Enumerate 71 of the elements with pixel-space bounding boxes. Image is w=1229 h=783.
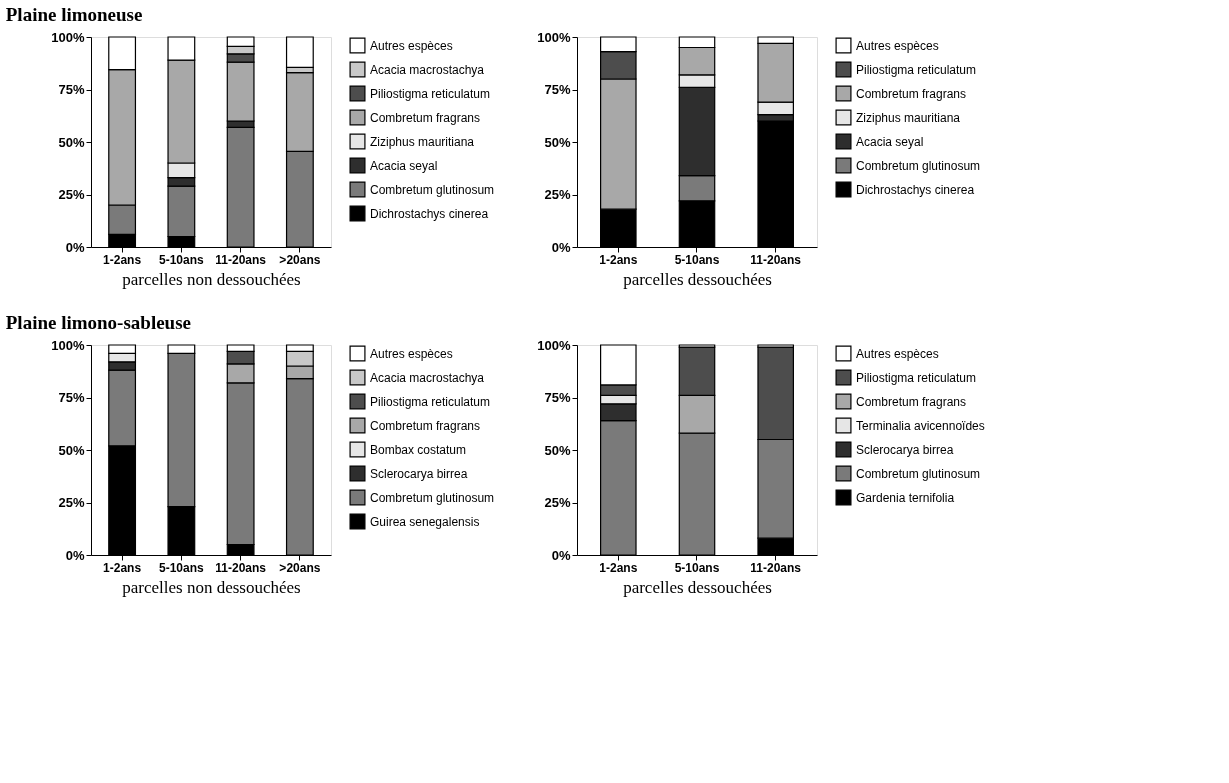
legend-label: Combretum glutinosum: [370, 490, 495, 505]
y-tick-label: 0%: [551, 239, 571, 255]
x-tick-label: 11-20ans: [750, 560, 802, 575]
legend-label: Ziziphus mauritiana: [370, 134, 475, 149]
legend-label: Autres espèces: [370, 38, 453, 53]
legend-label: Sclerocarya birrea: [370, 466, 468, 481]
legend-label: Acacia macrostachya: [370, 370, 485, 385]
y-tick-label: 50%: [544, 134, 571, 150]
legend-label: Combretum glutinosum: [370, 182, 495, 197]
legend-label: Autres espèces: [856, 38, 939, 53]
x-tick-label: 11-20ans: [215, 560, 267, 575]
y-tick-label: 25%: [58, 187, 85, 202]
legend-label: Combretum glutinosum: [856, 158, 981, 173]
x-axis-title: parcelles dessouchées: [623, 577, 772, 597]
bar: [285, 36, 314, 69]
x-tick-label: 5-10ans: [674, 252, 720, 267]
x-tick-label: 11-20ans: [750, 252, 802, 267]
x-tick-label: 5-10ans: [159, 560, 205, 575]
y-tick-label: 75%: [58, 82, 85, 97]
legend-label: Combretum fragrans: [370, 110, 481, 125]
y-tick-label: 100%: [51, 337, 85, 353]
y-tick-label: 100%: [51, 29, 85, 45]
legend-label: Combretum fragrans: [856, 86, 967, 101]
y-tick-label: 50%: [58, 442, 85, 458]
y-tick-label: 25%: [544, 495, 571, 510]
x-tick-label: 1-2ans: [103, 252, 142, 267]
legend-label: Piliostigma reticulatum: [856, 370, 977, 385]
legend-label: Terminalia avicennoïdes: [856, 418, 985, 433]
y-tick-label: 100%: [537, 29, 571, 45]
legend-label: Autres espèces: [370, 346, 453, 361]
legend-label: Guirea senegalensis: [370, 514, 480, 529]
legend-label: Acacia seyal: [370, 158, 438, 173]
y-tick-label: 25%: [544, 187, 571, 202]
y-tick-label: 75%: [544, 390, 571, 405]
legend-label: Combretum fragrans: [856, 394, 967, 409]
legend-label: Bombax costatum: [370, 442, 467, 457]
y-tick-label: 0%: [65, 547, 85, 563]
x-tick-label: >20ans: [279, 560, 321, 575]
x-axis-title: parcelles non dessouchées: [122, 269, 301, 289]
y-tick-label: 75%: [58, 390, 85, 405]
chart-title: Plaine limoneuse: [5, 4, 143, 25]
x-tick-label: 5-10ans: [159, 252, 205, 267]
legend-label: Piliostigma reticulatum: [370, 394, 491, 409]
x-tick-label: >20ans: [279, 252, 321, 267]
legend-label: Dichrostachys cinerea: [370, 206, 489, 221]
x-axis-title: parcelles non dessouchées: [122, 577, 301, 597]
x-tick-label: 1-2ans: [599, 252, 638, 267]
x-tick-label: 1-2ans: [103, 560, 142, 575]
y-tick-label: 75%: [544, 82, 571, 97]
x-axis-title: parcelles dessouchées: [623, 269, 772, 289]
x-tick-label: 1-2ans: [599, 560, 638, 575]
legend-label: Piliostigma reticulatum: [370, 86, 491, 101]
x-tick-label: 11-20ans: [215, 252, 267, 267]
legend-label: Autres espèces: [856, 346, 939, 361]
legend-label: Gardenia ternifolia: [856, 490, 955, 505]
legend-label: Combretum fragrans: [370, 418, 481, 433]
chart-title: Plaine limono-sableuse: [5, 312, 192, 333]
legend-label: Dichrostachys cinerea: [856, 182, 975, 197]
legend-label: Piliostigma reticulatum: [856, 62, 977, 77]
y-tick-label: 50%: [544, 442, 571, 458]
y-tick-label: 25%: [58, 495, 85, 510]
y-tick-label: 100%: [537, 337, 571, 353]
y-tick-label: 0%: [551, 547, 571, 563]
y-tick-label: 50%: [58, 134, 85, 150]
legend-label: Ziziphus mauritiana: [856, 110, 961, 125]
legend-label: Sclerocarya birrea: [856, 442, 954, 457]
y-tick-label: 0%: [65, 239, 85, 255]
legend-label: Combretum glutinosum: [856, 466, 981, 481]
legend-label: Acacia seyal: [856, 134, 924, 149]
legend-label: Acacia macrostachya: [370, 62, 485, 77]
x-tick-label: 5-10ans: [674, 560, 720, 575]
